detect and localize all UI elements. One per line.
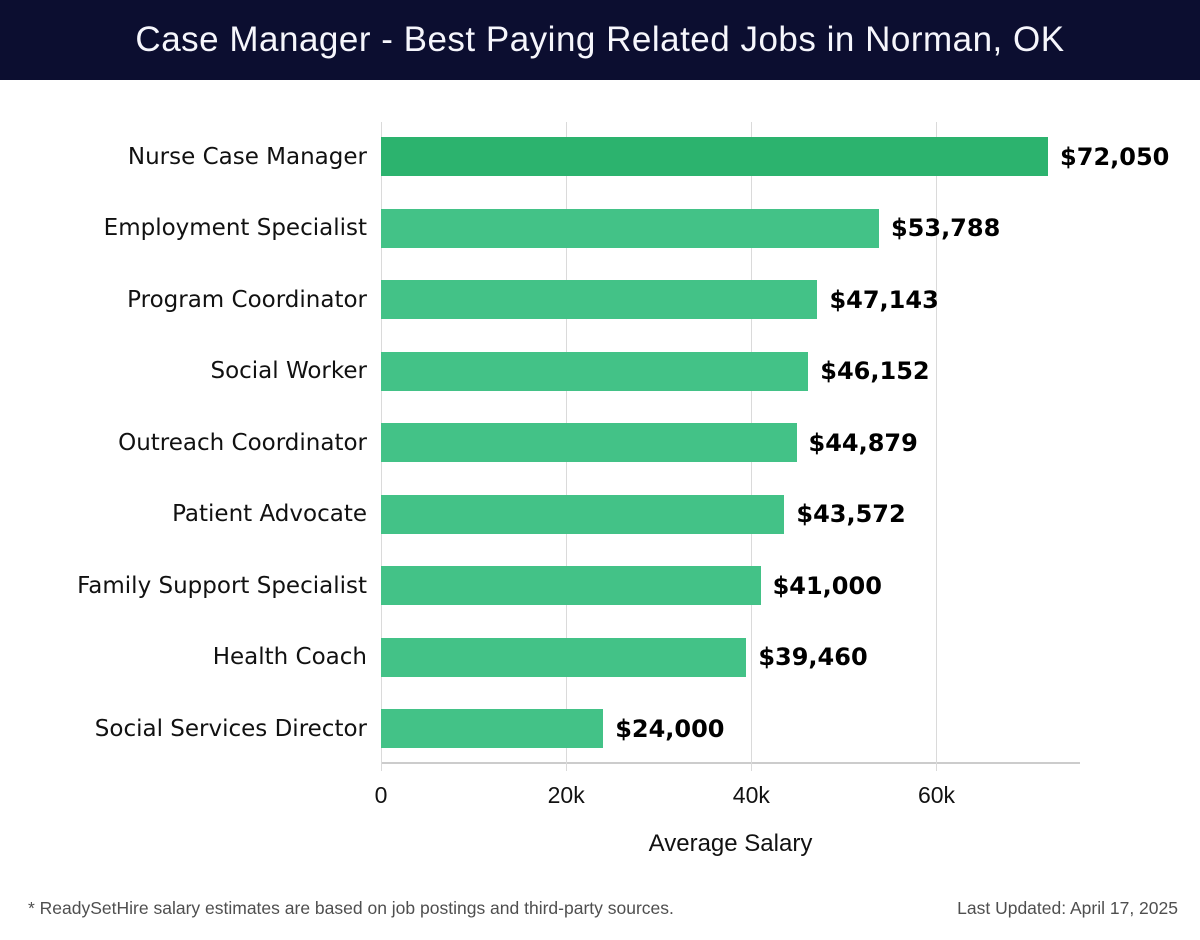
footer: * ReadySetHire salary estimates are base… <box>28 898 1178 919</box>
category-label: Program Coordinator <box>127 286 367 313</box>
bar <box>381 280 818 320</box>
bar <box>381 566 761 606</box>
x-axis-label: Average Salary <box>648 830 813 857</box>
category-label: Social Worker <box>210 358 367 385</box>
bar <box>381 637 747 677</box>
value-label: $43,572 <box>796 500 906 529</box>
value-label: $41,000 <box>772 571 882 600</box>
bar <box>381 208 879 248</box>
bar <box>381 494 785 534</box>
bar-row: Program Coordinator $47,143 <box>0 280 1200 320</box>
value-label: $53,788 <box>890 214 1001 243</box>
bar-row: Health Coach $39,460 <box>0 637 1200 677</box>
bar-track: $39,460 <box>381 637 1080 677</box>
bar-row: Family Support Specialist $41,000 <box>0 566 1200 606</box>
x-gridline <box>936 122 938 771</box>
bar-track: $44,879 <box>381 423 1080 463</box>
bar-row: Outreach Coordinator $44,879 <box>0 423 1200 463</box>
bar-row: Employment Specialist $53,788 <box>0 208 1200 248</box>
footnote: * ReadySetHire salary estimates are base… <box>28 898 674 918</box>
bar-track: $43,572 <box>381 494 1080 534</box>
value-label: $39,460 <box>758 643 868 672</box>
category-label: Patient Advocate <box>172 501 367 528</box>
bar <box>381 423 797 463</box>
category-label: Health Coach <box>212 644 367 671</box>
bar-row: Patient Advocate $43,572 <box>0 494 1200 534</box>
category-label: Nurse Case Manager <box>127 143 367 170</box>
bar-row: Social Worker $46,152 <box>0 351 1200 391</box>
category-label: Employment Specialist <box>103 215 367 242</box>
value-label: $72,050 <box>1060 142 1170 171</box>
bar-track: $72,050 <box>381 137 1169 176</box>
value-label: $44,879 <box>808 428 918 457</box>
bar-row: Nurse Case Manager $72,050 <box>0 137 1200 176</box>
value-label: $46,152 <box>820 357 930 386</box>
x-tick-label: 40k <box>732 782 770 808</box>
x-tick-label: 20k <box>547 782 585 808</box>
bar <box>381 351 809 391</box>
bar <box>381 137 1049 176</box>
category-label: Social Services Director <box>94 715 367 742</box>
bar-track: $47,143 <box>381 280 1080 320</box>
x-tick-label: 60k <box>917 782 956 808</box>
bar-track: $46,152 <box>381 351 1080 391</box>
x-tick-label: 0 <box>374 782 388 808</box>
last-updated: Last Updated: April 17, 2025 <box>957 898 1178 918</box>
category-label: Family Support Specialist <box>77 572 367 599</box>
header: Case Manager - Best Paying Related Jobs … <box>0 0 1200 80</box>
bar-row: Social Services Director $24,000 <box>0 709 1200 749</box>
value-label: $24,000 <box>615 714 725 743</box>
bar-track: $24,000 <box>381 709 1080 749</box>
bar-track: $53,788 <box>381 208 1080 248</box>
bar <box>381 709 604 749</box>
bar-chart: 0 20k 40k 60k Average Salary Nurse Case … <box>0 80 1200 857</box>
value-label: $47,143 <box>829 285 939 314</box>
page-title: Case Manager - Best Paying Related Jobs … <box>135 20 1065 59</box>
bar-track: $41,000 <box>381 566 1080 606</box>
category-label: Outreach Coordinator <box>118 429 367 456</box>
